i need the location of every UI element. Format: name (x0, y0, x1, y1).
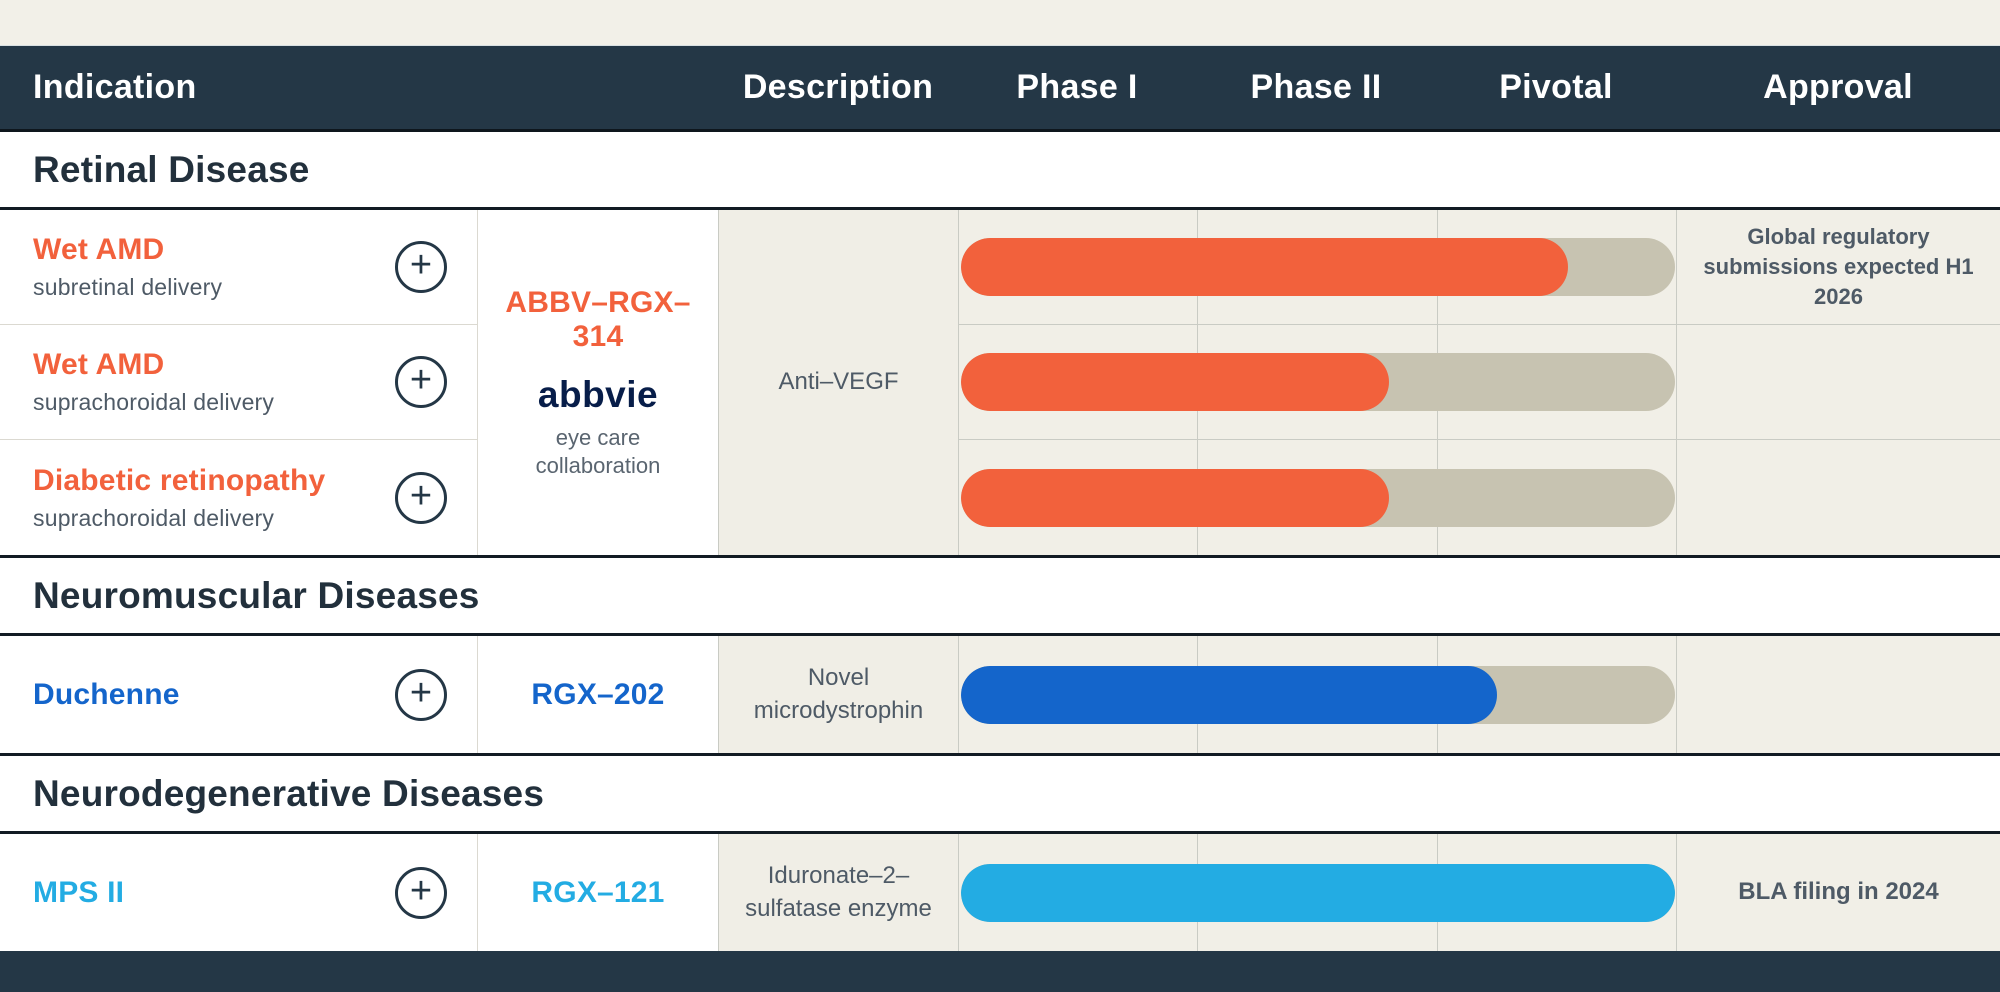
column-phase2: Phase II (1250, 68, 1382, 106)
indication-text: Duchenne (33, 678, 180, 712)
row-wet-amd-subretinal: Wet AMD subretinal delivery + (0, 210, 477, 325)
progress-track (961, 468, 1675, 527)
section-retinal-rows: Wet AMD subretinal delivery + Wet AMD su… (0, 210, 2000, 558)
progress-track (961, 238, 1675, 296)
row-mps-ii: MPS II + (0, 834, 477, 951)
column-pivotal: Pivotal (1499, 68, 1613, 106)
abbvie-logo: abbvie (537, 374, 659, 415)
indication-text: MPS II (33, 876, 124, 910)
top-margin-strip (0, 0, 2000, 46)
progress-bar (961, 353, 1390, 411)
approval-note-empty (1676, 636, 2000, 753)
indication-title[interactable]: Duchenne (33, 677, 180, 711)
description-microdystrophin: Novel microdystrophin (718, 636, 958, 753)
indication-subtitle: suprachoroidal delivery (33, 504, 275, 531)
approval-note-empty (1676, 325, 2000, 440)
progress-bar (961, 468, 1390, 527)
program-rgx-202: RGX–202 (477, 636, 718, 753)
description-iduronate: Iduronate–2–sulfatase enzyme (718, 834, 958, 951)
column-phase1: Phase I (1016, 68, 1138, 106)
program-name: RGX–202 (531, 677, 665, 711)
phase-bar-cell (958, 440, 1676, 555)
bottom-dark-bar (0, 951, 2000, 992)
indication-title[interactable]: Diabetic retinopathy (33, 463, 326, 497)
progress-bar (961, 863, 1675, 922)
approval-note: BLA filing in 2024 (1676, 834, 2000, 951)
expand-plus-icon[interactable]: + (395, 241, 447, 293)
progress-track (961, 863, 1675, 922)
approval-note: Global regulatory submissions expected H… (1676, 210, 2000, 325)
section-neurodegenerative-rows: MPS II + RGX–121 Iduronate–2–sulfatase e… (0, 834, 2000, 951)
phase-bar-cell (958, 636, 1676, 753)
approval-note-empty (1676, 440, 2000, 555)
program-rgx-121: RGX–121 (477, 834, 718, 951)
partner-note: eye care collaboration (535, 425, 661, 478)
indication-subtitle: subretinal delivery (33, 274, 223, 300)
section-title-neuromuscular: Neuromuscular Diseases (0, 558, 2000, 636)
row-wet-amd-suprachoroidal: Wet AMD suprachoroidal delivery + (0, 325, 477, 440)
column-approval: Approval (1763, 68, 1913, 106)
phase-bar-cell (958, 834, 1676, 951)
expand-plus-icon[interactable]: + (395, 356, 447, 408)
column-indication: Indication (33, 68, 197, 106)
program-name: RGX–121 (531, 875, 665, 909)
expand-plus-icon[interactable]: + (395, 471, 447, 524)
row-diabetic-retinopathy: Diabetic retinopathy suprachoroidal deli… (0, 440, 477, 555)
progress-bar (961, 665, 1497, 724)
column-description: Description (742, 68, 934, 106)
indication-title[interactable]: MPS II (33, 875, 125, 909)
indication-subtitle: suprachoroidal delivery (33, 389, 275, 415)
expand-plus-icon[interactable]: + (395, 866, 447, 919)
phase-bar-cell (958, 325, 1676, 440)
indication-title[interactable]: Wet AMD (33, 233, 165, 266)
row-duchenne: Duchenne + (0, 636, 477, 753)
section-title-neurodegenerative: Neurodegenerative Diseases (0, 756, 2000, 834)
program-abbv-rgx-314: ABBV–RGX–314 abbvie eye care collaborati… (477, 210, 718, 555)
phase-bar-cell (958, 210, 1676, 325)
section-neuromuscular-rows: Duchenne + RGX–202 Novel microdystrophin (0, 636, 2000, 756)
indication-title[interactable]: Wet AMD (33, 348, 165, 381)
section-title-retinal: Retinal Disease (0, 132, 2000, 210)
indication-text: Wet AMD suprachoroidal delivery (33, 348, 274, 416)
description-anti-vegf: Anti–VEGF (718, 210, 958, 555)
expand-plus-icon[interactable]: + (395, 668, 447, 721)
indication-text: Diabetic retinopathy suprachoroidal deli… (33, 464, 325, 532)
table-column-header: Indication Description Phase I Phase II … (0, 46, 2000, 132)
indication-text: Wet AMD subretinal delivery (33, 233, 222, 301)
progress-bar (961, 238, 1568, 296)
progress-track (961, 353, 1675, 411)
program-name: ABBV–RGX–314 (505, 286, 691, 353)
progress-track (961, 665, 1675, 724)
